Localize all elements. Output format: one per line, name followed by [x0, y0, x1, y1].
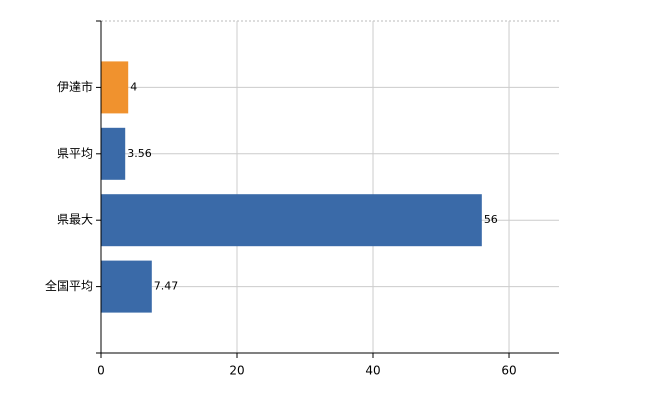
x-tick-label: 60	[501, 364, 516, 378]
y-tick-label: 全国平均	[45, 278, 93, 293]
y-tick-label: 伊達市	[57, 79, 93, 94]
y-tick-label: 県平均	[57, 146, 93, 160]
y-tick-label: 県最大	[57, 213, 93, 227]
value-label: 3.56	[127, 147, 152, 160]
value-label: 4	[130, 80, 137, 93]
x-tick-label: 20	[229, 364, 244, 378]
x-tick-label: 40	[365, 364, 380, 378]
bar	[101, 194, 482, 247]
bar	[101, 260, 152, 313]
value-label: 56	[484, 213, 498, 226]
bar	[101, 61, 129, 114]
bar	[101, 127, 126, 180]
value-label: 7.47	[154, 280, 179, 293]
x-tick-label: 0	[97, 364, 105, 378]
